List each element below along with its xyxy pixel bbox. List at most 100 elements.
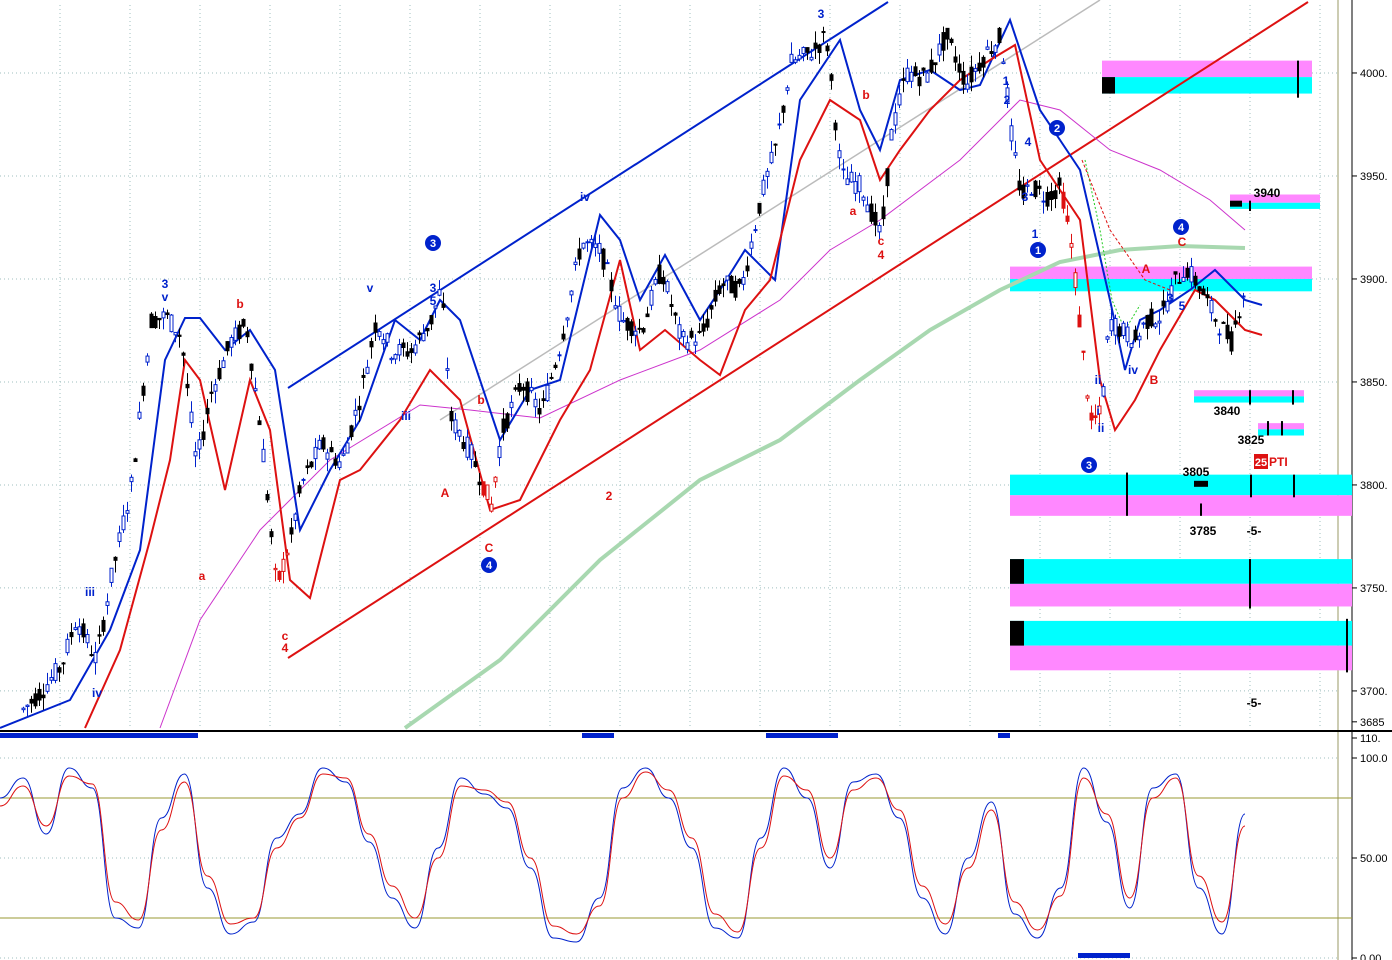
wave-circle-number: 1 <box>1035 245 1041 257</box>
signal-bar <box>766 733 838 738</box>
candle-body <box>1053 190 1058 200</box>
candle-body <box>109 567 114 583</box>
candle-body <box>989 51 994 54</box>
signal-bar <box>582 733 614 738</box>
candle-body <box>465 436 470 458</box>
candle-body <box>705 318 710 328</box>
candle-body <box>609 279 614 292</box>
candle-body <box>289 527 294 535</box>
candle-body <box>1073 272 1078 289</box>
candle-body <box>529 386 534 392</box>
wave-label-red: b <box>862 88 869 102</box>
candle-body <box>521 386 526 391</box>
candle-body <box>949 38 954 44</box>
zone-3940-cyan <box>1230 202 1320 209</box>
candle-body <box>1145 314 1150 329</box>
wave-label-red: C <box>485 541 494 555</box>
candle-body <box>1237 316 1242 319</box>
candle-body <box>621 319 626 323</box>
candle-body <box>449 410 454 422</box>
red-diagonal <box>1081 159 1171 291</box>
zone-3800-cyan <box>1010 474 1352 496</box>
wave-label-red: 4 <box>878 248 885 262</box>
candle-body <box>321 437 326 450</box>
candle-body <box>441 303 446 308</box>
candle-body <box>913 66 918 77</box>
zone-4000-pink <box>1102 60 1312 78</box>
candle-body <box>801 46 806 55</box>
candle-body <box>525 381 530 402</box>
candle-body <box>113 556 118 561</box>
candle-body <box>749 241 754 249</box>
candle-body <box>1085 395 1090 399</box>
candle-body <box>477 481 482 486</box>
candle-body <box>613 305 618 309</box>
candle-body <box>385 333 390 343</box>
candle-body <box>265 493 270 501</box>
candle-body <box>405 351 410 357</box>
wave-label-blue: 2 <box>1004 93 1011 107</box>
candle-body <box>1205 294 1210 299</box>
candle-body <box>117 532 122 542</box>
candle-body <box>685 342 690 350</box>
candle-body <box>101 619 106 632</box>
candle-body <box>909 71 914 82</box>
candle-body <box>137 411 142 419</box>
candle-body <box>1017 180 1022 191</box>
candle-body <box>753 229 758 232</box>
candle-body <box>1173 271 1178 275</box>
candle-body <box>453 419 458 434</box>
candle-body <box>345 442 350 454</box>
candle-body <box>317 439 322 450</box>
candle-body <box>633 330 638 336</box>
candle-body <box>681 330 686 338</box>
stoch-tick-label: 100.0 <box>1360 753 1388 765</box>
candle-body <box>257 420 262 426</box>
wave-labels: 3viiiiv35viiiiv1321435iiiviiiabc4AbC2bac… <box>85 7 1288 710</box>
signal-bar <box>998 733 1010 738</box>
candle-body <box>493 476 498 483</box>
candle-body <box>377 331 382 337</box>
candle-body <box>1189 266 1194 283</box>
zone-3750-marker <box>1010 559 1024 584</box>
candle-body <box>605 262 610 265</box>
candle-body <box>285 552 290 556</box>
candle-body <box>41 694 46 699</box>
candle-body <box>869 203 874 222</box>
stochastic-panel: 110. 100.0 50.00 0.00 <box>0 733 1388 960</box>
zone-3900-pink <box>1010 266 1312 279</box>
candle-body <box>1117 326 1122 337</box>
candle-body <box>417 332 422 336</box>
stoch-line-1 <box>0 771 1246 935</box>
candle-body <box>641 328 646 333</box>
candle-body <box>481 481 486 496</box>
candle-body <box>461 442 466 449</box>
wave-label-red: a <box>850 204 857 218</box>
candle-body <box>761 179 766 195</box>
candle-body <box>333 458 338 466</box>
candle-body <box>941 32 946 51</box>
wave-circle <box>425 235 441 251</box>
candle-body <box>625 317 630 331</box>
wave-label-red: b <box>477 393 484 407</box>
candle-body <box>969 66 974 83</box>
candle-body <box>597 242 602 254</box>
candle-body <box>813 42 818 49</box>
wave-label-blue: ii <box>1095 373 1102 387</box>
candle-body <box>105 601 110 606</box>
price-axis: 4000. 3950. 3900. 3850. 3800. 3750. 3700. 3685 <box>1352 68 1388 729</box>
candle-body <box>369 340 374 348</box>
candle-body <box>577 248 582 260</box>
candle-body <box>657 264 662 284</box>
candle-body <box>721 283 726 287</box>
candle-body <box>697 330 702 333</box>
candle-body <box>157 317 162 321</box>
mid-channel-line <box>439 0 1101 421</box>
price-tick-label: 3900. <box>1360 274 1388 286</box>
candle-body <box>501 418 506 433</box>
wave-label-blue: 1 <box>1032 227 1039 241</box>
candle-body <box>853 181 858 194</box>
candle-body <box>409 348 414 353</box>
candle-body <box>485 484 490 500</box>
candle-body <box>593 243 598 249</box>
